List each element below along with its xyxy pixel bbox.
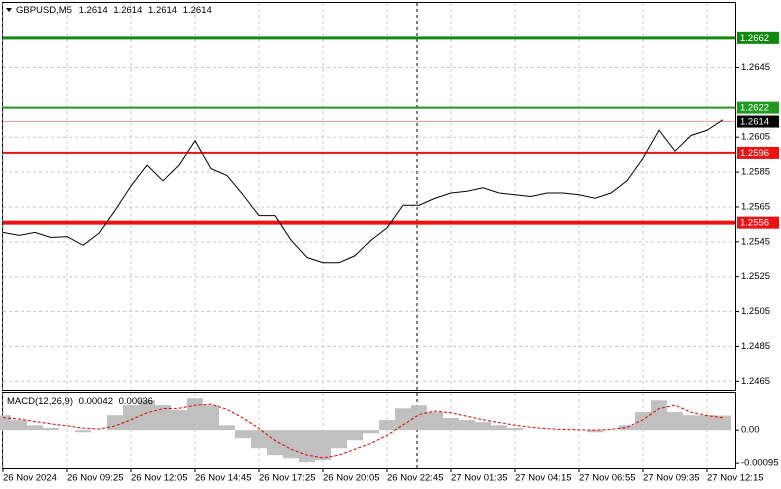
macd-bar bbox=[283, 430, 299, 459]
level-tag bbox=[737, 146, 779, 159]
y-tick-label: -0.00095 bbox=[741, 458, 779, 469]
high: 1.2614 bbox=[113, 5, 142, 16]
plot-layer: 1.2465 1.2485 1.2505 1.2525 1.2545 1.2565 1.25… bbox=[0, 3, 779, 484]
x-tick-label: 26 Nov 09:25 bbox=[67, 473, 124, 484]
macd-bar bbox=[187, 398, 203, 431]
macd-bar bbox=[395, 408, 411, 431]
y-tick-label: 1.2605 bbox=[741, 132, 770, 143]
level-label: 1.2596 bbox=[740, 148, 769, 159]
macd-value: 0.00042 bbox=[79, 396, 113, 407]
x-tick-label: 27 Nov 01:35 bbox=[451, 473, 508, 484]
y-tick-label: 1.2585 bbox=[741, 167, 770, 178]
macd-bar bbox=[635, 412, 651, 431]
macd-bar bbox=[347, 430, 363, 441]
y-tick-label: 1.2465 bbox=[741, 376, 770, 387]
level-tag bbox=[737, 101, 779, 114]
level-tag bbox=[737, 216, 779, 229]
y-tick-label: 1.2565 bbox=[741, 201, 770, 212]
level-label: 1.2662 bbox=[740, 33, 769, 44]
level-tag bbox=[737, 115, 779, 128]
menu-arrow bbox=[6, 8, 12, 12]
symbol: GBPUSD,M5 bbox=[16, 5, 72, 16]
symbol-header: GBPUSD,M5 1.2614 1.2614 1.2614 1.2614 bbox=[16, 5, 212, 16]
macd-bar bbox=[699, 415, 715, 431]
macd-bar bbox=[315, 430, 331, 461]
macd-bar bbox=[363, 430, 379, 434]
open: 1.2614 bbox=[79, 5, 108, 16]
macd-bar bbox=[219, 425, 235, 431]
level-label: 1.2622 bbox=[740, 103, 769, 114]
macd-bar bbox=[0, 415, 11, 431]
macd-bar bbox=[491, 425, 507, 431]
macd-bar bbox=[251, 430, 267, 449]
y-tick-label: 0.00 bbox=[741, 425, 760, 436]
macd-bar bbox=[43, 428, 59, 431]
macd-bar bbox=[155, 405, 171, 431]
macd-bar bbox=[139, 400, 155, 431]
signal-value: 0.00036 bbox=[119, 396, 153, 407]
x-tick-label: 26 Nov 20:05 bbox=[323, 473, 380, 484]
x-tick-label: 26 Nov 12:05 bbox=[131, 473, 188, 484]
macd-bar bbox=[11, 420, 27, 431]
x-tick-label: 27 Nov 04:15 bbox=[515, 473, 572, 484]
macd-bar bbox=[443, 418, 459, 431]
x-tick-label: 26 Nov 22:45 bbox=[387, 473, 444, 484]
signal-line bbox=[2, 403, 724, 459]
close: 1.2614 bbox=[183, 5, 212, 16]
x-tick-label: 26 Nov 2024 bbox=[3, 473, 57, 484]
y-tick-label: 1.2545 bbox=[741, 236, 770, 247]
macd-bar bbox=[267, 430, 283, 456]
price-line bbox=[2, 119, 724, 264]
macd-bar bbox=[667, 412, 683, 431]
x-tick-label: 27 Nov 12:15 bbox=[707, 473, 764, 484]
macd-bar bbox=[331, 430, 347, 449]
macd-bar bbox=[171, 410, 187, 431]
x-tick-label: 27 Nov 09:35 bbox=[643, 473, 700, 484]
macd-bar bbox=[379, 420, 395, 431]
macd-header: MACD(12,26,9) 0.00042 0.00036 bbox=[7, 396, 153, 407]
x-tick-label: 27 Nov 06:55 bbox=[579, 473, 636, 484]
low: 1.2614 bbox=[148, 5, 177, 16]
y-tick-label: 1.2525 bbox=[741, 271, 770, 282]
macd-bar bbox=[587, 430, 603, 433]
y-tick-label: 1.2645 bbox=[741, 62, 770, 73]
y-tick-label: 1.2485 bbox=[741, 341, 770, 352]
macd-bar bbox=[123, 405, 139, 431]
macd-bar bbox=[75, 430, 91, 433]
macd-bar bbox=[203, 405, 219, 431]
y-tick-label: 1.2505 bbox=[741, 306, 770, 317]
macd-bar bbox=[427, 412, 443, 431]
macd-bar bbox=[715, 415, 731, 431]
level-tag bbox=[737, 31, 779, 44]
macd-bar bbox=[411, 405, 427, 431]
macd-bar bbox=[107, 415, 123, 431]
macd-bar bbox=[651, 400, 667, 431]
x-tick-label: 26 Nov 14:45 bbox=[195, 473, 252, 484]
macd-bar bbox=[507, 428, 523, 431]
macd-bar bbox=[619, 425, 635, 431]
macd-bar bbox=[235, 430, 251, 439]
level-label: 1.2614 bbox=[740, 117, 769, 128]
macd-bar bbox=[27, 425, 43, 431]
x-tick-label: 26 Nov 17:25 bbox=[259, 473, 316, 484]
macd-bar bbox=[475, 422, 491, 431]
macd-bar bbox=[299, 430, 315, 463]
level-label: 1.2556 bbox=[740, 218, 769, 229]
macd-bar bbox=[459, 420, 475, 431]
macd-title: MACD(12,26,9) bbox=[7, 396, 73, 407]
macd-bar bbox=[683, 415, 699, 431]
